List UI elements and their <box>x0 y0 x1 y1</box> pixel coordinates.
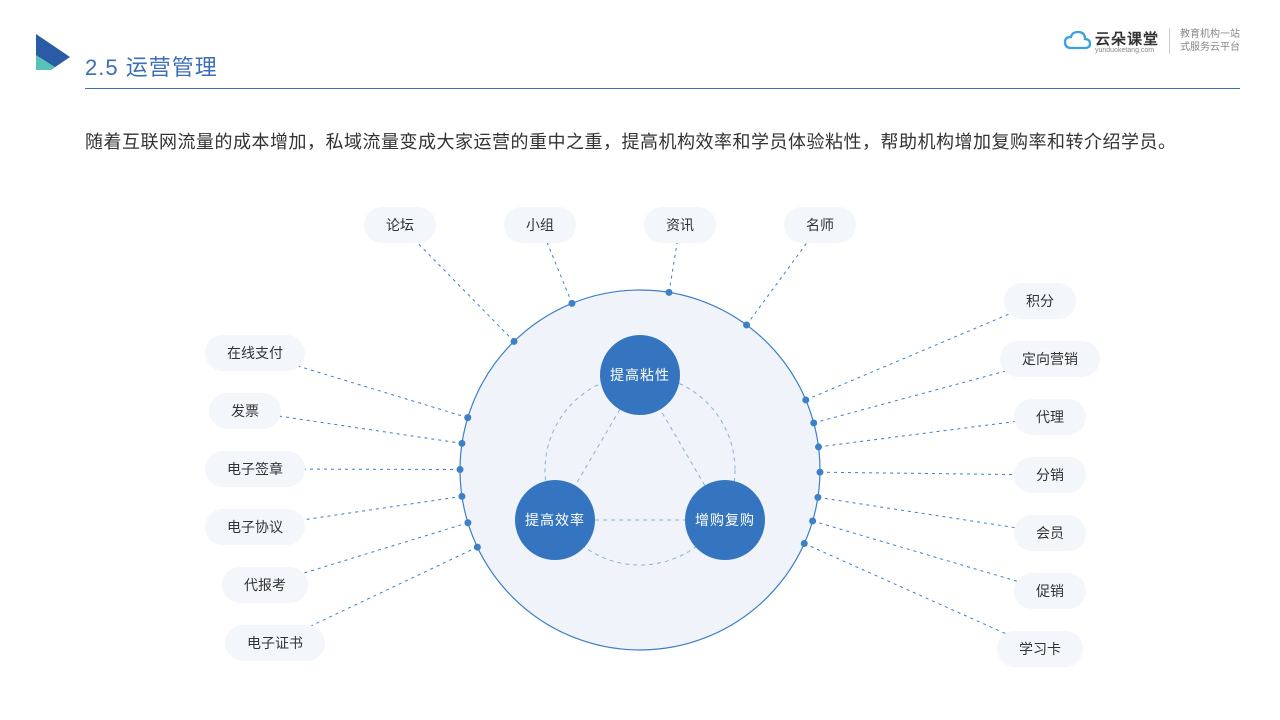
leaf-node-teacher: 名师 <box>784 207 856 243</box>
leaf-node-pay: 在线支付 <box>205 335 305 371</box>
leaf-node-invoice: 发票 <box>209 393 281 429</box>
leaf-label: 电子证书 <box>247 635 303 651</box>
hub-node-sticky: 提高粘性 <box>600 335 680 415</box>
leaf-node-group: 小组 <box>504 207 576 243</box>
leaf-node-points: 积分 <box>1004 283 1076 319</box>
leaf-node-dist: 分销 <box>1014 457 1086 493</box>
leaf-node-target: 定向营销 <box>1000 341 1100 377</box>
leaf-node-card: 学习卡 <box>997 631 1083 667</box>
leaf-node-promo: 促销 <box>1014 573 1086 609</box>
leaf-label: 论坛 <box>386 217 414 233</box>
leaf-label: 代理 <box>1036 409 1064 425</box>
leaf-node-member: 会员 <box>1014 515 1086 551</box>
leaf-label: 学习卡 <box>1019 641 1061 657</box>
operations-diagram: 提高粘性提高效率 增购复购 论坛 小组 资讯 名师在线支付发票电子签章电子协议代报考电子证… <box>0 0 1280 720</box>
leaf-label: 会员 <box>1036 525 1064 541</box>
leaf-label: 分销 <box>1036 467 1064 483</box>
leaf-label: 小组 <box>526 217 554 233</box>
leaf-label: 发票 <box>231 403 259 419</box>
leaf-node-exam: 代报考 <box>222 567 308 603</box>
hub-node-eff: 提高效率 <box>515 480 595 560</box>
leaf-node-news: 资讯 <box>644 207 716 243</box>
leaf-label: 积分 <box>1026 293 1054 309</box>
leaf-node-esign: 电子签章 <box>205 451 305 487</box>
leaf-label: 资讯 <box>666 217 694 233</box>
leaf-node-agent: 代理 <box>1014 399 1086 435</box>
leaf-label: 名师 <box>806 217 834 233</box>
leaf-node-eagree: 电子协议 <box>205 509 305 545</box>
leaf-label: 代报考 <box>244 577 286 593</box>
leaf-label: 电子签章 <box>227 461 283 477</box>
leaf-label: 促销 <box>1036 583 1064 599</box>
leaf-label: 电子协议 <box>227 519 283 535</box>
leaf-label: 定向营销 <box>1022 351 1078 367</box>
hub-label: 提高粘性 <box>610 365 670 385</box>
leaf-node-forum: 论坛 <box>364 207 436 243</box>
leaf-node-ecert: 电子证书 <box>225 625 325 661</box>
hub-label: 增购复购 <box>695 510 755 530</box>
leaf-label: 在线支付 <box>227 345 283 361</box>
hub-label: 提高效率 <box>525 510 585 530</box>
hub-node-rebuy: 增购复购 <box>685 480 765 560</box>
